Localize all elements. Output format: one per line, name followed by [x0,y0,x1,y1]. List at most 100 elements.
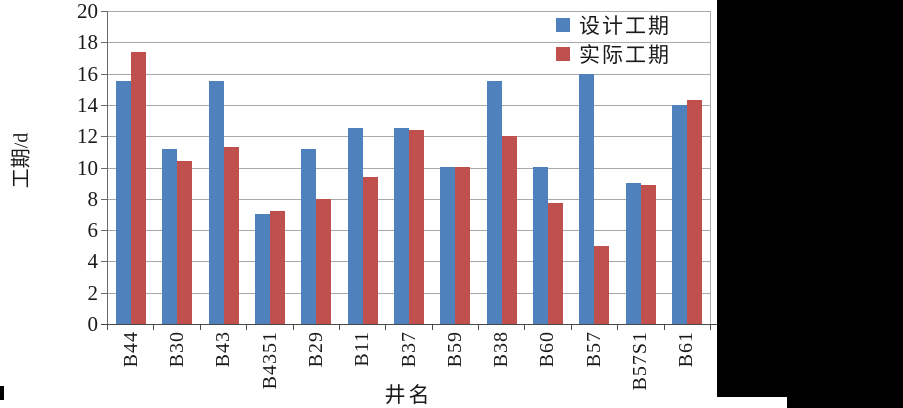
bar-chart: 20 18 16 14 12 10 8 6 4 2 0 B44 B30 B43 B4351 B29 B11 B3… [10,0,717,407]
gridline [108,42,710,43]
bar-pair [255,211,286,324]
scan-artifact [0,386,4,400]
y-tick-label: 18 [77,30,98,54]
x-tick-mark [385,325,386,330]
x-tick-mark [293,325,294,330]
category-group [247,11,293,324]
bar-pair [671,100,702,324]
bar [440,167,456,324]
y-tick-mark [101,136,107,137]
bar [455,167,471,324]
category-group [432,11,478,324]
category-group [479,11,525,324]
category-group [340,11,386,324]
bar [362,177,378,324]
bar [547,203,563,324]
x-tick-label: B44 [119,331,142,368]
x-tick-mark [478,325,479,330]
bar [625,183,641,324]
gridline [108,11,710,12]
bar-pair [440,167,471,324]
x-tick-label: B37 [397,331,420,368]
bar [532,167,548,324]
bar-pair [394,128,425,324]
x-tick-mark [246,325,247,330]
x-tick-mark [432,325,433,330]
y-tick-mark [101,230,107,231]
bar [255,214,271,324]
bar [316,199,332,324]
x-tick-mark [200,325,201,330]
x-tick-mark [571,325,572,330]
bar [640,185,656,324]
y-axis-title: 工期/d [10,132,33,189]
y-tick-mark [101,293,107,294]
category-group [571,11,617,324]
y-tick-mark [101,74,107,75]
category-group [525,11,571,324]
bar [270,211,286,324]
bar-pair [486,81,517,324]
y-tick-label: 8 [87,187,99,211]
x-tick-mark [617,325,618,330]
category-group [293,11,339,324]
bar-pair [347,128,378,324]
bar-pair [208,81,239,324]
bar [671,105,687,324]
category-group [108,11,154,324]
gridline [108,74,710,75]
bar-pair [162,149,193,324]
bar [131,52,147,324]
plot-area [108,11,710,324]
bar [177,161,193,324]
x-tick-label: B57 [582,331,605,368]
y-tick-label: 16 [77,62,98,86]
legend-item: 实际工期 [556,39,671,68]
x-tick-label: B29 [304,331,327,368]
y-tick-mark [101,105,107,106]
legend: 设计工期 实际工期 [556,10,671,68]
y-tick-mark [101,168,107,169]
bar-pair [301,149,332,324]
y-tick-mark [101,11,107,12]
y-tick-label: 4 [87,249,99,273]
x-axis-title: 井名 [384,383,433,407]
category-group [664,11,710,324]
x-tick-mark [107,325,108,330]
x-tick-label: B59 [443,331,466,368]
legend-label: 设计工期 [579,13,671,38]
y-tick-label: 0 [87,312,99,336]
bar [116,81,132,324]
x-tick-label: B60 [536,331,559,368]
bar [162,149,178,324]
x-tick-label: B30 [165,331,188,368]
y-tick-label: 2 [87,281,99,305]
plot-right-border [710,11,711,324]
x-tick-mark [664,325,665,330]
bar [301,149,317,324]
y-axis-line [107,11,108,325]
x-axis-line [101,324,717,325]
bar-pair [579,74,610,324]
y-tick-label: 14 [77,93,98,117]
y-tick-mark [101,42,107,43]
bar [594,246,610,324]
y-tick-label: 6 [87,218,99,242]
category-group [154,11,200,324]
bar [409,130,425,324]
bar [486,81,502,324]
x-tick-label: B38 [490,331,513,368]
x-tick-mark [153,325,154,330]
category-group [386,11,432,324]
x-tick-label: B11 [351,331,374,367]
bar-pair [116,52,147,324]
y-tick-label: 20 [77,0,98,23]
y-tick-label: 12 [77,124,98,148]
category-group [201,11,247,324]
legend-swatch-icon [556,46,570,61]
y-tick-label: 10 [77,156,98,180]
legend-item: 设计工期 [556,10,671,39]
x-tick-label: B61 [675,331,698,368]
legend-label: 实际工期 [579,42,671,67]
